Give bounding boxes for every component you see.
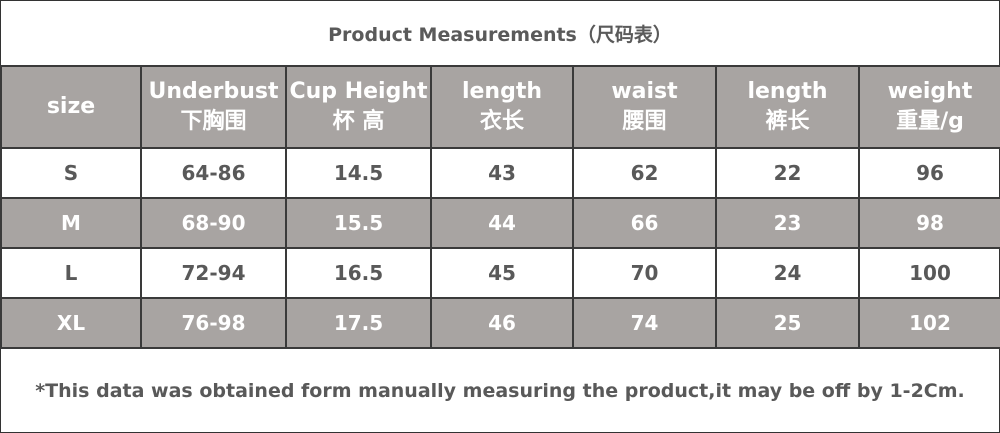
table-cell: 15.5	[285, 197, 432, 249]
header-zh: 下胸围	[180, 109, 247, 134]
size-cell: S	[0, 147, 142, 199]
size-cell: XL	[0, 297, 142, 349]
table-row: M 68-90 15.5 44 66 23 98	[0, 197, 1000, 249]
table-cell: 14.5	[285, 147, 432, 199]
header-en: length	[747, 79, 828, 104]
header-zh: 裤长	[765, 109, 810, 134]
header-cell: length 裤长	[715, 65, 860, 149]
table-cell: 22	[715, 147, 860, 199]
table-cell: 64-86	[140, 147, 287, 199]
table-row: S 64-86 14.5 43 62 22 96	[0, 147, 1000, 199]
table-cell: 24	[715, 247, 860, 299]
header-row: size Underbust 下胸围 Cup Height 杯 高 length 衣长 wai…	[0, 65, 1000, 149]
table-cell: 72-94	[140, 247, 287, 299]
header-en: length	[461, 79, 543, 104]
header-cell: waist 腰围	[572, 65, 717, 149]
table-cell: 17.5	[285, 297, 432, 349]
size-cell: L	[0, 247, 142, 299]
size-table: size Underbust 下胸围 Cup Height 杯 高 length 衣长 wai…	[0, 65, 1000, 349]
header-en: Underbust	[148, 79, 279, 104]
size-cell: M	[0, 197, 142, 249]
table-cell: 76-98	[140, 297, 287, 349]
table-cell: 62	[572, 147, 717, 199]
table-cell: 23	[715, 197, 860, 249]
table-cell: 46	[430, 297, 574, 349]
header-zh: 衣长	[479, 109, 524, 134]
table-cell: 43	[430, 147, 574, 199]
chart-title: Product Measurements（尺码表）	[328, 24, 672, 46]
header-cell: Cup Height 杯 高	[285, 65, 432, 149]
table-cell: 70	[572, 247, 717, 299]
header-en: Cup Height	[289, 79, 428, 104]
header-zh: 杯 高	[332, 109, 385, 134]
table-row: L 72-94 16.5 45 70 24 100	[0, 247, 1000, 299]
header-cell: length 衣长	[430, 65, 574, 149]
table-cell: 68-90	[140, 197, 287, 249]
header-cell: size	[0, 65, 142, 149]
measurement-note: *This data was obtained form manually me…	[35, 380, 965, 402]
header-zh: 腰围	[622, 109, 667, 134]
table-cell: 96	[858, 147, 1000, 199]
header-zh: 重量/g	[896, 109, 964, 134]
header-en: weight	[887, 79, 973, 104]
table-cell: 102	[858, 297, 1000, 349]
header-en: size	[46, 94, 96, 119]
table-cell: 98	[858, 197, 1000, 249]
table-row: XL 76-98 17.5 46 74 25 102	[0, 297, 1000, 349]
header-cell: weight 重量/g	[858, 65, 1000, 149]
table-cell: 25	[715, 297, 860, 349]
table-cell: 100	[858, 247, 1000, 299]
header-cell: Underbust 下胸围	[140, 65, 287, 149]
table-cell: 44	[430, 197, 574, 249]
header-en: waist	[611, 79, 678, 104]
table-cell: 66	[572, 197, 717, 249]
table-cell: 74	[572, 297, 717, 349]
table-cell: 16.5	[285, 247, 432, 299]
table-cell: 45	[430, 247, 574, 299]
